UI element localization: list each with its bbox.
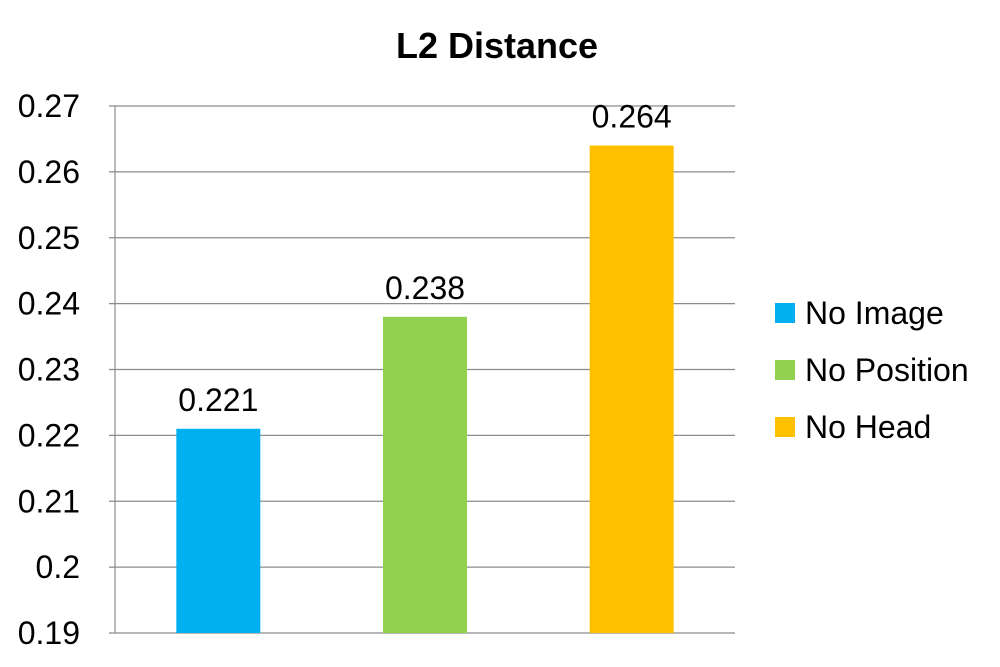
legend-label: No Head <box>805 409 931 445</box>
y-axis: 0.19 0.2 0.21 0.22 0.23 0.24 0.25 0.26 0.27 <box>18 88 116 651</box>
bar-no-image <box>176 428 261 633</box>
legend-swatch <box>775 303 795 323</box>
y-tick-label: 0.22 <box>18 417 80 453</box>
data-labels: 0.221 0.238 0.264 <box>178 99 671 418</box>
data-label: 0.238 <box>385 270 465 306</box>
y-tick-label: 0.23 <box>18 352 80 388</box>
y-tick-label: 0.25 <box>18 220 80 256</box>
bar-no-head <box>589 145 674 633</box>
legend-swatch <box>775 360 795 380</box>
chart-title: L2 Distance <box>396 25 598 66</box>
legend-label: No Position <box>805 352 969 388</box>
data-label: 0.221 <box>178 382 258 418</box>
bar-no-position <box>383 316 467 633</box>
legend: No Image No Position No Head <box>775 295 969 445</box>
legend-label: No Image <box>805 295 944 331</box>
bars <box>176 145 674 633</box>
y-tick-label: 0.27 <box>18 88 80 124</box>
y-tick-label: 0.26 <box>18 154 80 190</box>
y-tick-label: 0.2 <box>36 549 80 585</box>
y-tick-label: 0.19 <box>18 615 80 651</box>
data-label: 0.264 <box>592 99 672 135</box>
y-tick-label: 0.24 <box>18 286 80 322</box>
y-tick-label: 0.21 <box>18 483 80 519</box>
legend-swatch <box>775 417 795 437</box>
